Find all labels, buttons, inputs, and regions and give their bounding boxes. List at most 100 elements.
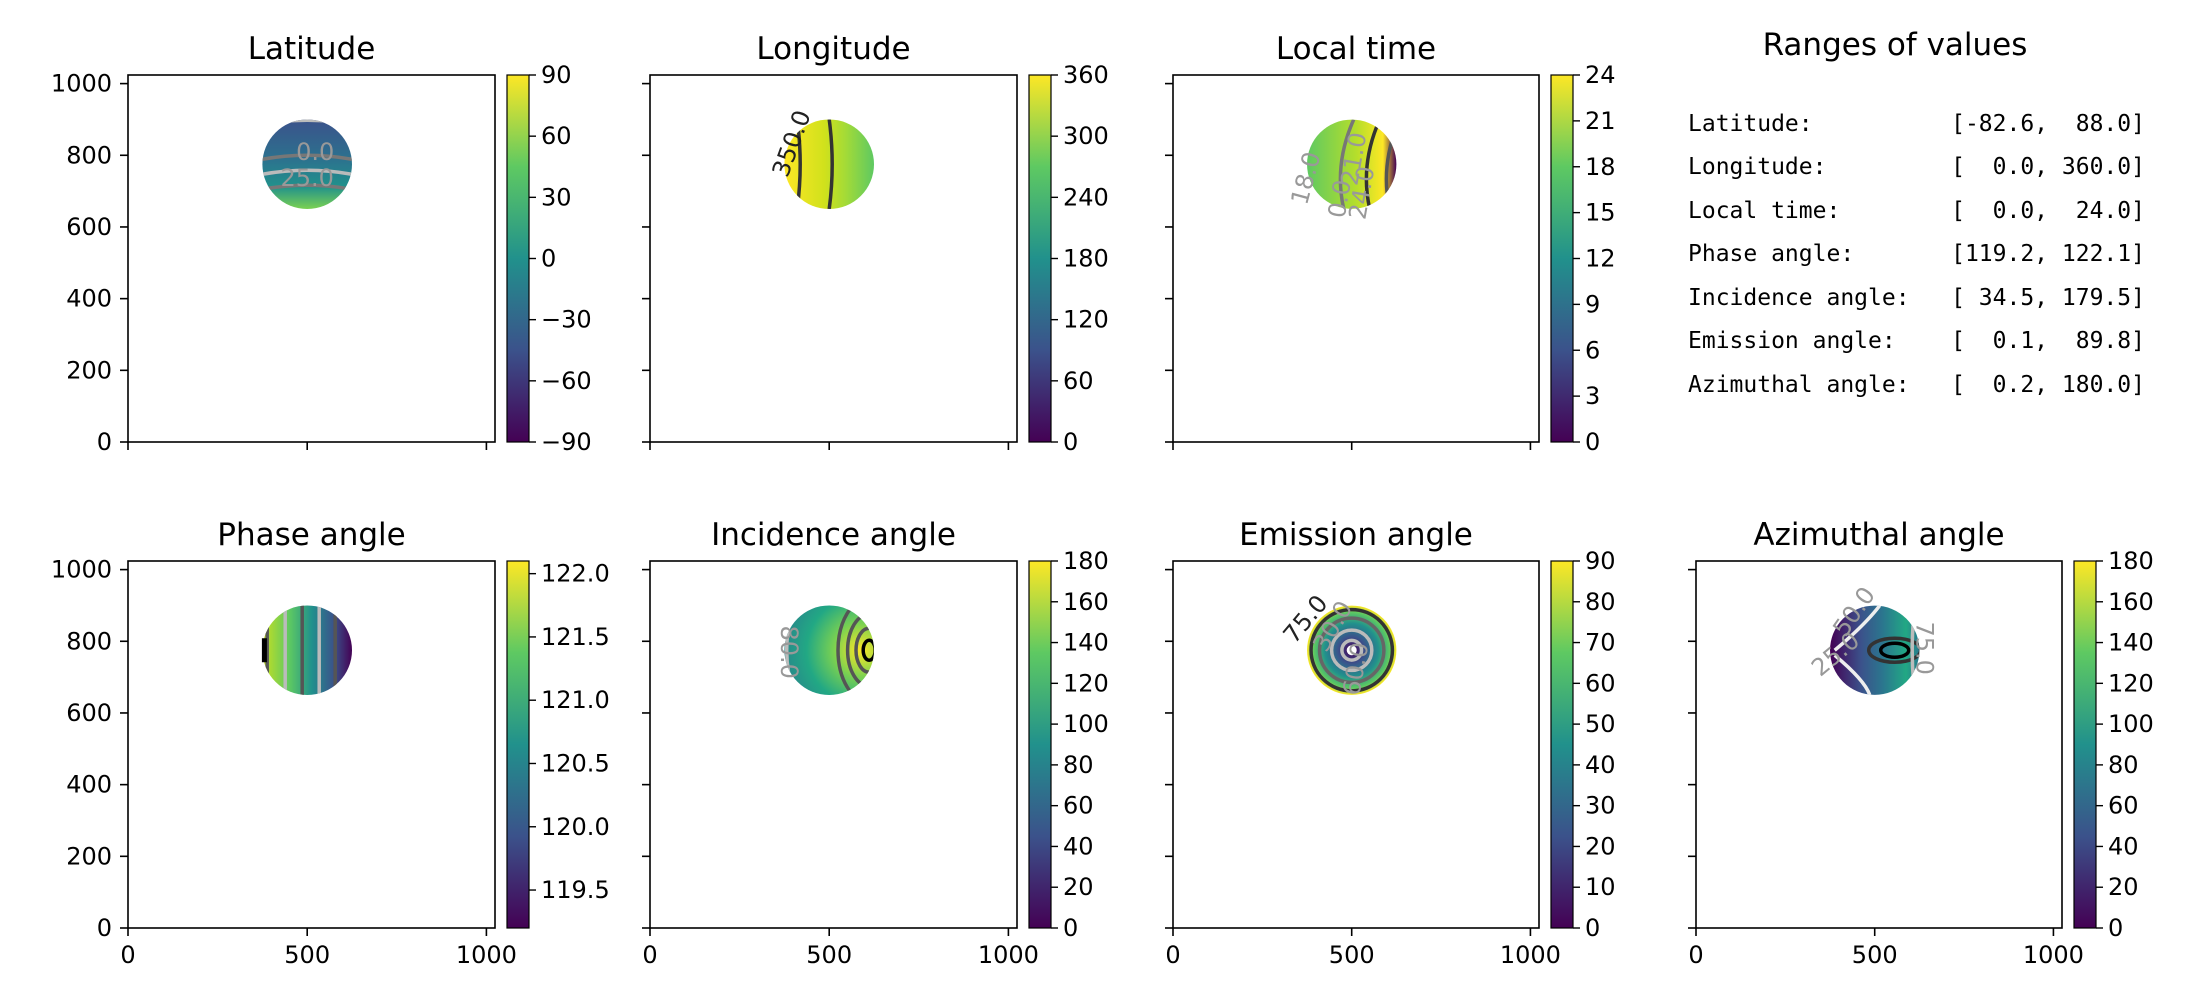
colorbar-tick-label: 119.5 (541, 876, 610, 904)
colorbar-tick-label: 80 (1585, 588, 1616, 616)
y-tick-label: 200 (66, 356, 112, 384)
colorbar (2073, 560, 2097, 929)
colorbar-tick-label: 40 (2108, 832, 2139, 860)
contour-label: 0.0 (296, 138, 334, 166)
y-tick-label: 600 (66, 699, 112, 727)
colorbar (1028, 74, 1052, 443)
colorbar-tick-label: 0 (541, 245, 556, 273)
axes-frame (649, 74, 1018, 443)
colorbar-tick-label: 90 (541, 61, 572, 89)
colorbar-tick-label: 120 (1063, 669, 1109, 697)
colorbar-tick-label: 18 (1585, 153, 1616, 181)
contour-label: 0.0 (1323, 178, 1357, 220)
x-tick-label: 0 (642, 941, 657, 969)
axes-frame (1172, 560, 1540, 929)
colorbar-tick-label: 60 (541, 122, 572, 150)
ranges-row: Emission angle: [ 0.1, 89.8] (1688, 328, 2145, 354)
colorbar-tick-label: 3 (1585, 382, 1600, 410)
colorbar-tick-label: 0 (1063, 428, 1078, 456)
colorbar-tick-label: −90 (541, 428, 592, 456)
y-tick-label: 1000 (51, 556, 112, 584)
colorbar-tick-label: 120 (2108, 669, 2154, 697)
colorbar-tick-label: 300 (1063, 122, 1109, 150)
colorbar-tick-label: 50 (1585, 710, 1616, 738)
axes-frame (649, 560, 1018, 929)
y-tick-label: 0 (97, 428, 112, 456)
colorbar-tick-label: 9 (1585, 290, 1600, 318)
colorbar (1550, 74, 1574, 443)
colorbar-tick-label: 100 (2108, 710, 2154, 738)
y-tick-label: 400 (66, 285, 112, 313)
colorbar (1550, 560, 1574, 929)
x-tick-label: 500 (1852, 941, 1898, 969)
colorbar-tick-label: 40 (1585, 751, 1616, 779)
colorbar-tick-label: 120 (1063, 306, 1109, 334)
x-tick-label: 1000 (2023, 941, 2084, 969)
y-tick-label: 200 (66, 842, 112, 870)
y-tick-label: 0 (97, 914, 112, 942)
contour-lines (1833, 605, 1920, 695)
colorbar-tick-label: 80 (1063, 751, 1094, 779)
colorbar-tick-label: 120.5 (541, 749, 610, 777)
ranges-title: Ranges of values (1763, 27, 2028, 63)
colorbar-tick-label: 121.0 (541, 686, 610, 714)
colorbar (1028, 560, 1052, 929)
y-tick-label: 600 (66, 213, 112, 241)
colorbar-tick-label: 120.0 (541, 813, 610, 841)
contour-lines (1309, 607, 1395, 693)
x-tick-label: 0 (1688, 941, 1703, 969)
planet-disk (1307, 119, 1397, 209)
colorbar-tick-label: 100 (1063, 710, 1109, 738)
x-tick-label: 500 (806, 941, 852, 969)
colorbar-tick-label: 0 (2108, 914, 2123, 942)
x-tick-label: 500 (284, 941, 330, 969)
colorbar-tick-label: 0 (1585, 914, 1600, 942)
ranges-row: Azimuthal angle: [ 0.2, 180.0] (1688, 372, 2145, 398)
colorbar-tick-label: 6 (1585, 336, 1600, 364)
colorbar-tick-label: 30 (1585, 792, 1616, 820)
y-tick-label: 1000 (51, 70, 112, 98)
colorbar-tick-label: 10 (1585, 873, 1616, 901)
x-tick-label: 1000 (978, 941, 1039, 969)
colorbar-tick-label: 60 (1063, 792, 1094, 820)
axes-frame (1695, 560, 2063, 929)
ranges-panel: Ranges of values Latitude: [-82.6, 88.0]… (1688, 27, 2145, 398)
axes-frame (1172, 74, 1540, 443)
panels: Latitude0.025.0100080060040020009060300−… (51, 31, 2154, 969)
contour-label: 18.0 (1286, 149, 1327, 208)
subplot-title: Incidence angle (711, 517, 956, 553)
subplot-title: Emission angle (1239, 517, 1473, 553)
colorbar-tick-label: 60 (1585, 669, 1616, 697)
ranges-row: Phase angle: [119.2, 122.1] (1688, 241, 2145, 267)
colorbar-tick-label: 160 (2108, 588, 2154, 616)
colorbar-tick-label: 21 (1585, 107, 1616, 135)
ranges-row: Longitude: [ 0.0, 360.0] (1688, 154, 2145, 180)
colorbar-tick-label: 0 (1063, 914, 1078, 942)
subplot-title: Azimuthal angle (1753, 517, 2004, 553)
colorbar-tick-label: 30 (541, 183, 572, 211)
contour-label: 25.0 (280, 164, 333, 192)
planet-disk (784, 119, 874, 210)
colorbar-tick-label: 20 (2108, 873, 2139, 901)
subplot-4: Phase angle 0 500 1000 1000 800 600 400 200 0 122.… (51, 517, 610, 969)
colorbar-tick-label: 15 (1585, 199, 1616, 227)
colorbar-tick-label: −60 (541, 367, 592, 395)
colorbar-tick-label: 70 (1585, 629, 1616, 657)
colorbar-tick-label: 90 (1585, 547, 1616, 575)
ranges-row: Latitude: [-82.6, 88.0] (1688, 111, 2145, 137)
x-tick-label: 1000 (1500, 941, 1561, 969)
colorbar-tick-label: 140 (1063, 629, 1109, 657)
contour-label: 75.0 (1911, 622, 1939, 675)
colorbar-tick-label: 180 (1063, 245, 1109, 273)
colorbar-tick-label: 180 (2108, 547, 2154, 575)
colorbar-tick-label: 80 (2108, 751, 2139, 779)
colorbar-tick-label: 360 (1063, 61, 1109, 89)
contour-label: 80.0 (775, 626, 803, 679)
colorbar-tick-label: 20 (1585, 832, 1616, 860)
ranges-row: Local time: [ 0.0, 24.0] (1688, 198, 2145, 224)
